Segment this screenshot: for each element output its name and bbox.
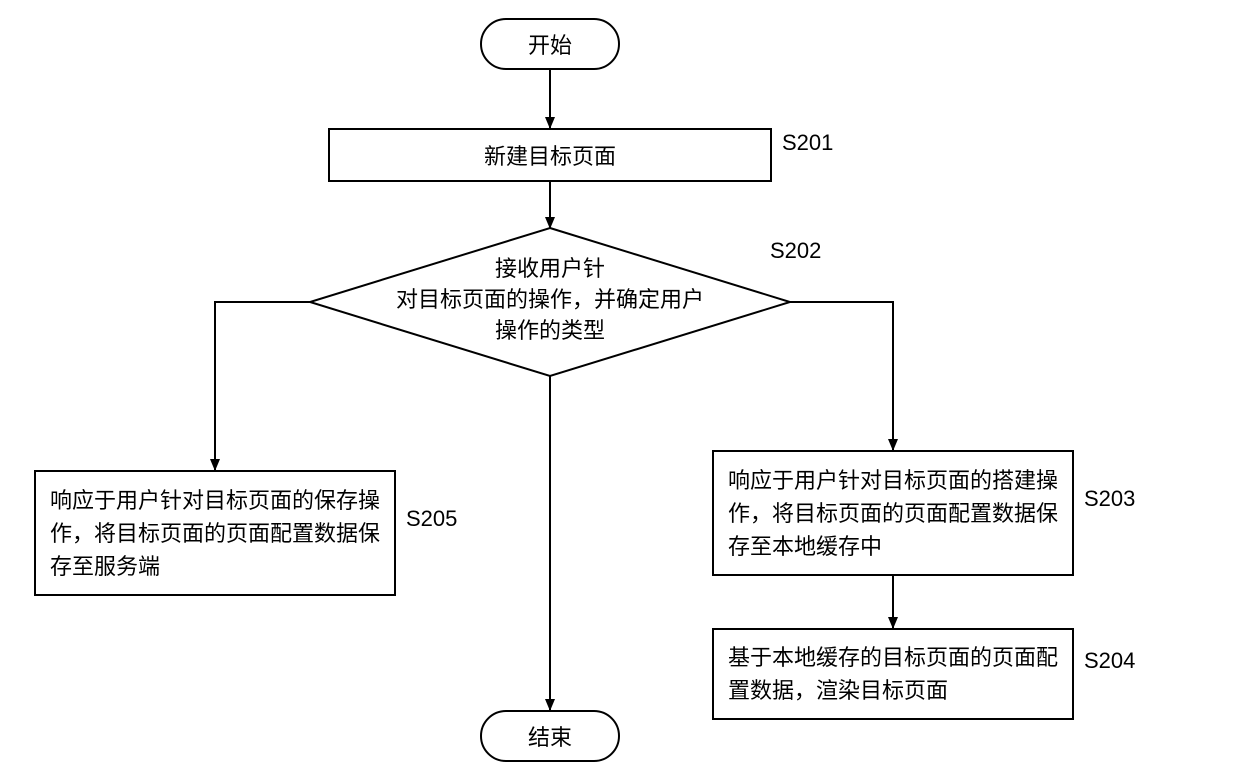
process-node-s204: 基于本地缓存的目标页面的页面配置数据，渲染目标页面 <box>712 628 1074 720</box>
label-s203: S203 <box>1084 486 1135 512</box>
process-node-s205: 响应于用户针对目标页面的保存操作，将目标页面的页面配置数据保存至服务端 <box>34 470 396 596</box>
start-node: 开始 <box>480 18 620 70</box>
label-s205: S205 <box>406 506 457 532</box>
end-text: 结束 <box>528 720 572 752</box>
start-text: 开始 <box>528 28 572 60</box>
label-s201: S201 <box>782 130 833 156</box>
end-node: 结束 <box>480 710 620 762</box>
edge-s202-s205 <box>215 302 310 470</box>
process-node-s203: 响应于用户针对目标页面的搭建操作，将目标页面的页面配置数据保存至本地缓存中 <box>712 450 1074 576</box>
s202-line3: 操作的类型 <box>370 316 730 347</box>
s205-text: 响应于用户针对目标页面的保存操作，将目标页面的页面配置数据保存至服务端 <box>50 484 380 583</box>
edge-s202-s203 <box>790 302 893 450</box>
s202-line2: 对目标页面的操作，并确定用户 <box>370 285 730 316</box>
s202-line1: 接收用户针 <box>370 254 730 285</box>
decision-text-s202: 接收用户针 对目标页面的操作，并确定用户 操作的类型 <box>370 254 730 346</box>
s203-text: 响应于用户针对目标页面的搭建操作，将目标页面的页面配置数据保存至本地缓存中 <box>728 464 1058 563</box>
label-s204: S204 <box>1084 648 1135 674</box>
process-node-s201: 新建目标页面 <box>328 128 772 182</box>
s201-text: 新建目标页面 <box>484 139 616 171</box>
label-s202: S202 <box>770 238 821 264</box>
s204-text: 基于本地缓存的目标页面的页面配置数据，渲染目标页面 <box>728 641 1058 707</box>
